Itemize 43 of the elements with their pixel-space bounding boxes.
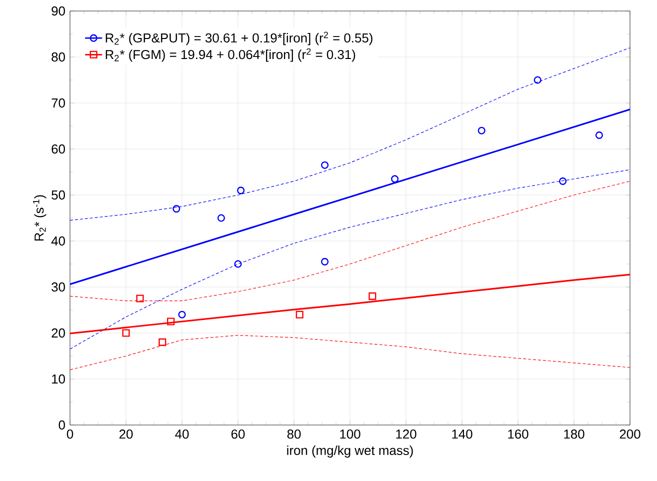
point	[296, 310, 304, 318]
point	[595, 131, 603, 139]
point	[391, 175, 399, 183]
x-tick-label: 40	[175, 430, 189, 439]
y-tick-label: 10	[52, 374, 65, 384]
x-tick-label: 180	[564, 430, 584, 439]
y-axis-title: R$_{2}$* (s$^{-1}$)	[32, 195, 46, 241]
point	[237, 186, 245, 194]
y-tick-label: 20	[52, 328, 65, 338]
point	[321, 161, 329, 169]
legend-label: R$_{2}$* (GP&PUT) = 30.61 + 0.19*[iron] (r$^{2}$ = 0.55)	[106, 32, 372, 46]
point	[321, 258, 329, 266]
point	[136, 294, 144, 302]
point	[172, 205, 180, 213]
y-tick-label: 80	[52, 52, 65, 62]
x-tick-label: 80	[287, 430, 301, 439]
point	[478, 126, 486, 134]
point	[559, 177, 567, 185]
x-tick-label: 120	[396, 430, 416, 439]
point	[158, 338, 166, 346]
x-tick-label: 100	[340, 430, 360, 439]
y-tick-label: 70	[52, 98, 65, 108]
y-tick-label: 30	[52, 282, 65, 292]
x-tick-label: 140	[452, 430, 472, 439]
x-tick-label: 200	[620, 430, 640, 439]
point	[178, 310, 186, 318]
point	[167, 318, 175, 326]
x-tick-label: 20	[119, 430, 133, 439]
y-tick-label: 0	[58, 420, 65, 430]
point	[234, 260, 242, 268]
y-tick-label: 90	[52, 6, 65, 16]
y-tick-label: 50	[52, 190, 65, 200]
point	[217, 214, 225, 222]
legend-label: R$_{2}$* (FGM) = 19.94 + 0.064*[iron] (r$^{2}$ = 0.31)	[106, 48, 356, 62]
x-tick-label: 60	[231, 430, 245, 439]
x-axis-title: iron (mg/kg wet mass)	[287, 446, 413, 458]
x-tick-label: 160	[508, 430, 528, 439]
point	[534, 76, 542, 84]
point	[122, 329, 130, 337]
point	[368, 292, 376, 300]
y-tick-label: 40	[51, 236, 65, 246]
y-tick-label: 60	[52, 144, 65, 154]
x-tick-label: 0	[66, 430, 74, 439]
